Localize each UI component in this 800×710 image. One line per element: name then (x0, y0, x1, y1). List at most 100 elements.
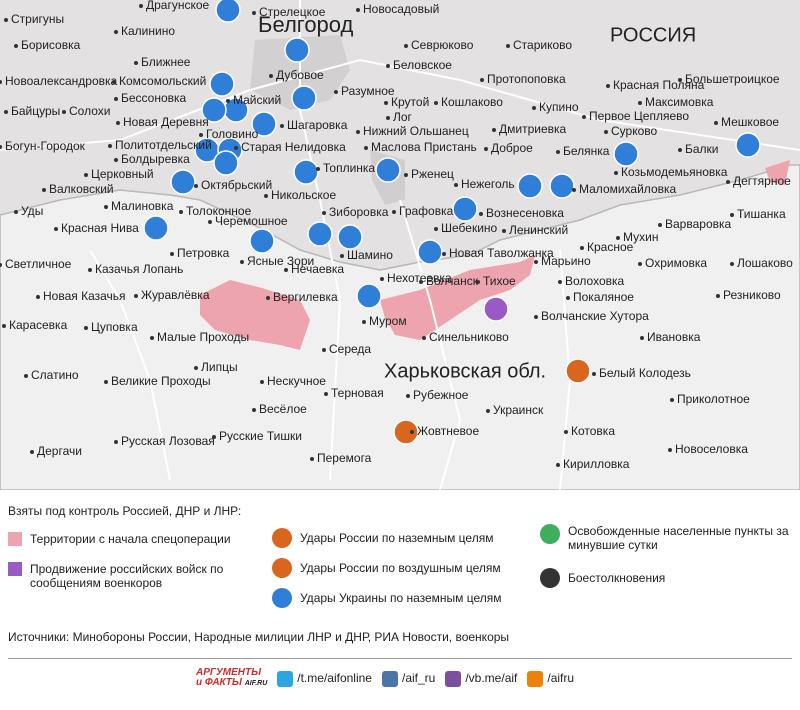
place-label: Октябрьский (201, 178, 272, 192)
place-label: Русские Тишки (219, 429, 302, 443)
place-label: Зиборовка (329, 205, 389, 219)
ukraine-strike-icon (452, 196, 478, 222)
divider (8, 658, 792, 659)
place-dot (226, 99, 230, 103)
social-link[interactable]: /t.me/aifonline (277, 670, 372, 687)
place-dot (139, 4, 143, 8)
legend-heading: Взяты под контроль Россией, ДНР и ЛНР: (8, 504, 242, 518)
place-dot (134, 61, 138, 65)
place-label: Покаляное (573, 290, 634, 304)
legend-item: Удары Украины по наземным целям (272, 588, 522, 608)
place-dot (592, 372, 596, 376)
link-text[interactable]: /aif_ru (401, 670, 436, 685)
place-label: Красное (587, 240, 634, 254)
place-label: Комсомольский (119, 74, 206, 88)
place-label: Стрелецкое (259, 5, 326, 19)
place-dot (716, 294, 720, 298)
social-link[interactable]: /aifru (527, 670, 575, 687)
controlled-area (380, 255, 535, 340)
legend-item: Удары России по наземным целям (272, 528, 522, 548)
place-label: Мухин (623, 230, 658, 244)
place-dot (88, 268, 92, 272)
place-dot (240, 260, 244, 264)
place-dot (606, 84, 610, 88)
place-label: Резниково (723, 288, 781, 302)
ukraine-strike-icon (284, 37, 310, 63)
place-dot (212, 435, 216, 439)
place-label: Беловское (393, 58, 452, 72)
place-label: Толоконное (186, 204, 252, 218)
place-label: Новая Таволжанка (449, 246, 554, 260)
place-label: Украинск (493, 403, 544, 417)
place-label: Политотдельский (115, 138, 212, 152)
place-label: Ясные Зори (247, 254, 314, 268)
place-label: Первое Цепляево (589, 109, 689, 123)
russia-strike-icon (565, 358, 591, 384)
place-label: Дубовое (276, 68, 324, 82)
legend-label: Удары Украины по наземным целям (300, 591, 502, 605)
place-dot (534, 315, 538, 319)
ukraine-strike-icon (337, 224, 363, 250)
logo-bottom: и ФАКТЫ (196, 677, 242, 688)
place-label: Кошлаково (441, 95, 503, 109)
place-label: Малиновка (111, 199, 174, 213)
place-dot (386, 116, 390, 120)
place-label: Тихое (483, 274, 516, 288)
place-label: Нижний Ольшанец (363, 124, 469, 138)
place-label: Вознесеновка (486, 206, 564, 220)
legend-label: Продвижение российских войск по сообщени… (30, 562, 224, 590)
place-dot (572, 188, 576, 192)
place-dot (116, 121, 120, 125)
place-label: Варваровка (665, 217, 732, 231)
place-label: Белый Колодезь (599, 366, 691, 380)
place-label: Протопоповка (487, 72, 566, 86)
place-label: Валковский (49, 182, 114, 196)
ukraine-strike-icon (213, 150, 239, 176)
place-dot (194, 366, 198, 370)
place-dot (670, 398, 674, 402)
logo-site: AIF.RU (244, 680, 268, 687)
place-label: Калинино (121, 24, 175, 38)
ukraine-strike-icon (375, 157, 401, 183)
place-dot (364, 146, 368, 150)
place-label: Маслова Пристань (371, 140, 477, 154)
place-dot (580, 246, 584, 250)
place-label: Липцы (201, 360, 238, 374)
link-text[interactable]: /vb.me/aif (465, 670, 518, 685)
place-dot (484, 147, 488, 151)
place-dot (362, 320, 366, 324)
place-dot (316, 167, 320, 171)
legend-item: Освобожденные населенные пункты за минув… (540, 524, 790, 552)
legend-item: Продвижение российских войск по сообщени… (8, 562, 248, 590)
place-label: Волоховка (565, 274, 625, 288)
place-dot (112, 80, 116, 84)
place-label: Дмитриевка (499, 122, 567, 136)
ukraine-strike-icon (201, 97, 227, 123)
place-dot (42, 188, 46, 192)
social-link[interactable]: /aif_ru (381, 670, 436, 687)
place-label: Бессоновка (121, 91, 187, 105)
place-label: Борисовка (21, 38, 81, 52)
place-dot (114, 440, 118, 444)
place-label: Никольское (271, 188, 336, 202)
place-dot (260, 380, 264, 384)
place-dot (616, 236, 620, 240)
place-dot (480, 78, 484, 82)
place-label: Купино (539, 100, 579, 114)
legend-label: Удары России по наземным целям (300, 531, 494, 545)
ukraine-strike-icon (735, 132, 761, 158)
place-dot (534, 260, 538, 264)
place-dot (566, 296, 570, 300)
place-dot (406, 394, 410, 398)
place-dot (384, 101, 388, 105)
link-text[interactable]: /t.me/aifonline (297, 670, 372, 685)
place-dot (170, 252, 174, 256)
ukraine-strike-icon (249, 228, 275, 254)
place-dot (614, 171, 618, 175)
social-link[interactable]: /vb.me/aif (445, 670, 518, 687)
place-dot (678, 148, 682, 152)
place-dot (322, 348, 326, 352)
place-label: Рубежное (413, 388, 469, 402)
link-text[interactable]: /aifru (547, 670, 575, 685)
